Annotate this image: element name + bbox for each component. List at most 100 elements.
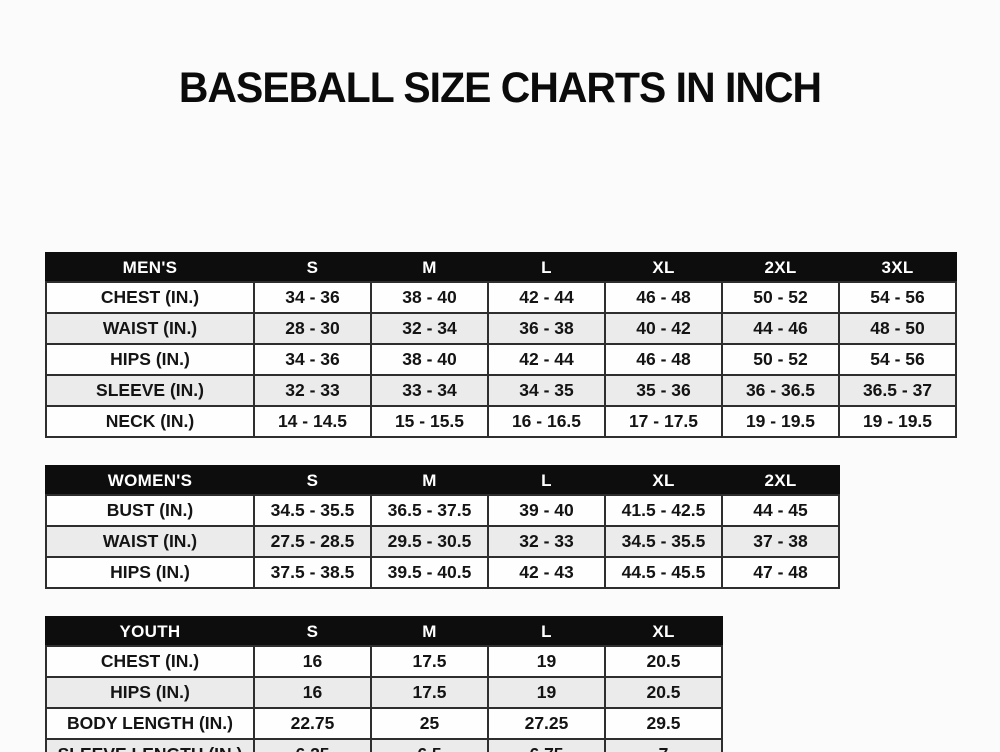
size-value-cell: 44 - 46 — [721, 312, 840, 345]
mens-size-header: XL — [604, 252, 723, 283]
size-value-cell: 37.5 - 38.5 — [253, 556, 372, 589]
youth-size-header: L — [487, 616, 606, 647]
youth-size-chart: YOUTH S M L XL CHEST (IN.) 16 17.5 19 20.5 HIPS (I… — [45, 616, 723, 752]
table-row: CHEST (IN.) 34 - 36 38 - 40 42 - 44 46 - 48 5… — [45, 281, 957, 314]
row-label: NECK (IN.) — [45, 405, 255, 438]
mens-size-header: L — [487, 252, 606, 283]
table-row: BUST (IN.) 34.5 - 35.5 36.5 - 37.5 39 - 40 4… — [45, 494, 840, 527]
mens-size-header: 2XL — [721, 252, 840, 283]
table-row: CHEST (IN.) 16 17.5 19 20.5 — [45, 645, 723, 678]
size-value-cell: 27.25 — [487, 707, 606, 740]
youth-header-row: YOUTH S M L XL — [45, 616, 723, 647]
size-value-cell: 46 - 48 — [604, 281, 723, 314]
size-value-cell: 41.5 - 42.5 — [604, 494, 723, 527]
mens-header-row: MEN'S S M L XL 2XL 3XL — [45, 252, 957, 283]
row-label: CHEST (IN.) — [45, 645, 255, 678]
size-value-cell: 34 - 35 — [487, 374, 606, 407]
size-value-cell: 19 - 19.5 — [838, 405, 957, 438]
page-title: BASEBALL SIZE CHARTS IN INCH — [178, 64, 822, 112]
womens-header-row: WOMEN'S S M L XL 2XL — [45, 465, 840, 496]
womens-size-header: L — [487, 465, 606, 496]
size-value-cell: 28 - 30 — [253, 312, 372, 345]
size-value-cell: 29.5 - 30.5 — [370, 525, 489, 558]
table-row: WAIST (IN.) 28 - 30 32 - 34 36 - 38 40 - 42 4… — [45, 312, 957, 345]
size-value-cell: 42 - 44 — [487, 281, 606, 314]
mens-size-chart: MEN'S S M L XL 2XL 3XL CHEST (IN.) 34 - 36 38 - 4… — [45, 252, 957, 438]
row-label: BUST (IN.) — [45, 494, 255, 527]
table-row: SLEEVE LENGTH (IN.)6.256.56.757 — [45, 738, 723, 752]
row-label: HIPS (IN.) — [45, 556, 255, 589]
size-value-cell: 19 — [487, 676, 606, 709]
size-value-cell: 16 — [253, 676, 372, 709]
size-value-cell: 32 - 34 — [370, 312, 489, 345]
table-row: HIPS (IN.) 34 - 36 38 - 40 42 - 44 46 - 48 50… — [45, 343, 957, 376]
table-row: WAIST (IN.) 27.5 - 28.5 29.5 - 30.5 32 - 33… — [45, 525, 840, 558]
size-value-cell: 54 - 56 — [838, 281, 957, 314]
size-value-cell: 6.25 — [253, 738, 372, 752]
mens-size-header: 3XL — [838, 252, 957, 283]
row-label: SLEEVE LENGTH (IN.) — [45, 738, 255, 752]
womens-size-header: 2XL — [721, 465, 840, 496]
size-value-cell: 33 - 34 — [370, 374, 489, 407]
table-row: HIPS (IN.) 37.5 - 38.5 39.5 - 40.5 42 - 43 4… — [45, 556, 840, 589]
row-label: CHEST (IN.) — [45, 281, 255, 314]
womens-group-header: WOMEN'S — [45, 465, 255, 496]
womens-size-header: S — [253, 465, 372, 496]
mens-group-header: MEN'S — [45, 252, 255, 283]
size-value-cell: 19 — [487, 645, 606, 678]
size-value-cell: 6.75 — [487, 738, 606, 752]
size-value-cell: 20.5 — [604, 676, 723, 709]
size-value-cell: 36 - 38 — [487, 312, 606, 345]
row-label: HIPS (IN.) — [45, 343, 255, 376]
size-value-cell: 17.5 — [370, 645, 489, 678]
size-value-cell: 36 - 36.5 — [721, 374, 840, 407]
youth-size-header: M — [370, 616, 489, 647]
size-value-cell: 48 - 50 — [838, 312, 957, 345]
row-label: WAIST (IN.) — [45, 312, 255, 345]
size-value-cell: 29.5 — [604, 707, 723, 740]
size-value-cell: 42 - 44 — [487, 343, 606, 376]
size-value-cell: 39 - 40 — [487, 494, 606, 527]
size-value-cell: 34 - 36 — [253, 281, 372, 314]
size-chart-page: BASEBALL SIZE CHARTS IN INCH MEN'S S M L XL 2… — [0, 64, 1000, 752]
size-value-cell: 15 - 15.5 — [370, 405, 489, 438]
size-value-cell: 34.5 - 35.5 — [253, 494, 372, 527]
table-row: HIPS (IN.) 16 17.5 19 20.5 — [45, 676, 723, 709]
mens-size-header: S — [253, 252, 372, 283]
size-value-cell: 46 - 48 — [604, 343, 723, 376]
size-value-cell: 34.5 - 35.5 — [604, 525, 723, 558]
size-value-cell: 17 - 17.5 — [604, 405, 723, 438]
size-value-cell: 50 - 52 — [721, 343, 840, 376]
size-value-cell: 36.5 - 37.5 — [370, 494, 489, 527]
size-value-cell: 38 - 40 — [370, 281, 489, 314]
size-charts-container: MEN'S S M L XL 2XL 3XL CHEST (IN.) 34 - 36 38 - 4… — [45, 252, 957, 752]
size-value-cell: 40 - 42 — [604, 312, 723, 345]
size-value-cell: 42 - 43 — [487, 556, 606, 589]
table-row: SLEEVE (IN.) 32 - 33 33 - 34 34 - 35 35 - 36… — [45, 374, 957, 407]
youth-size-header: S — [253, 616, 372, 647]
size-value-cell: 6.5 — [370, 738, 489, 752]
size-value-cell: 47 - 48 — [721, 556, 840, 589]
size-value-cell: 39.5 - 40.5 — [370, 556, 489, 589]
row-label: HIPS (IN.) — [45, 676, 255, 709]
row-label: SLEEVE (IN.) — [45, 374, 255, 407]
size-value-cell: 16 - 16.5 — [487, 405, 606, 438]
youth-group-header: YOUTH — [45, 616, 255, 647]
size-value-cell: 35 - 36 — [604, 374, 723, 407]
size-value-cell: 36.5 - 37 — [838, 374, 957, 407]
size-value-cell: 38 - 40 — [370, 343, 489, 376]
size-value-cell: 25 — [370, 707, 489, 740]
size-value-cell: 17.5 — [370, 676, 489, 709]
size-value-cell: 27.5 - 28.5 — [253, 525, 372, 558]
size-value-cell: 44 - 45 — [721, 494, 840, 527]
size-value-cell: 20.5 — [604, 645, 723, 678]
womens-size-chart: WOMEN'S S M L XL 2XL BUST (IN.) 34.5 - 35.5 36.5… — [45, 465, 840, 589]
size-value-cell: 19 - 19.5 — [721, 405, 840, 438]
size-value-cell: 44.5 - 45.5 — [604, 556, 723, 589]
row-label: BODY LENGTH (IN.) — [45, 707, 255, 740]
womens-size-header: XL — [604, 465, 723, 496]
youth-size-header: XL — [604, 616, 723, 647]
table-row: NECK (IN.) 14 - 14.5 15 - 15.5 16 - 16.5 17 … — [45, 405, 957, 438]
size-value-cell: 54 - 56 — [838, 343, 957, 376]
size-value-cell: 32 - 33 — [487, 525, 606, 558]
